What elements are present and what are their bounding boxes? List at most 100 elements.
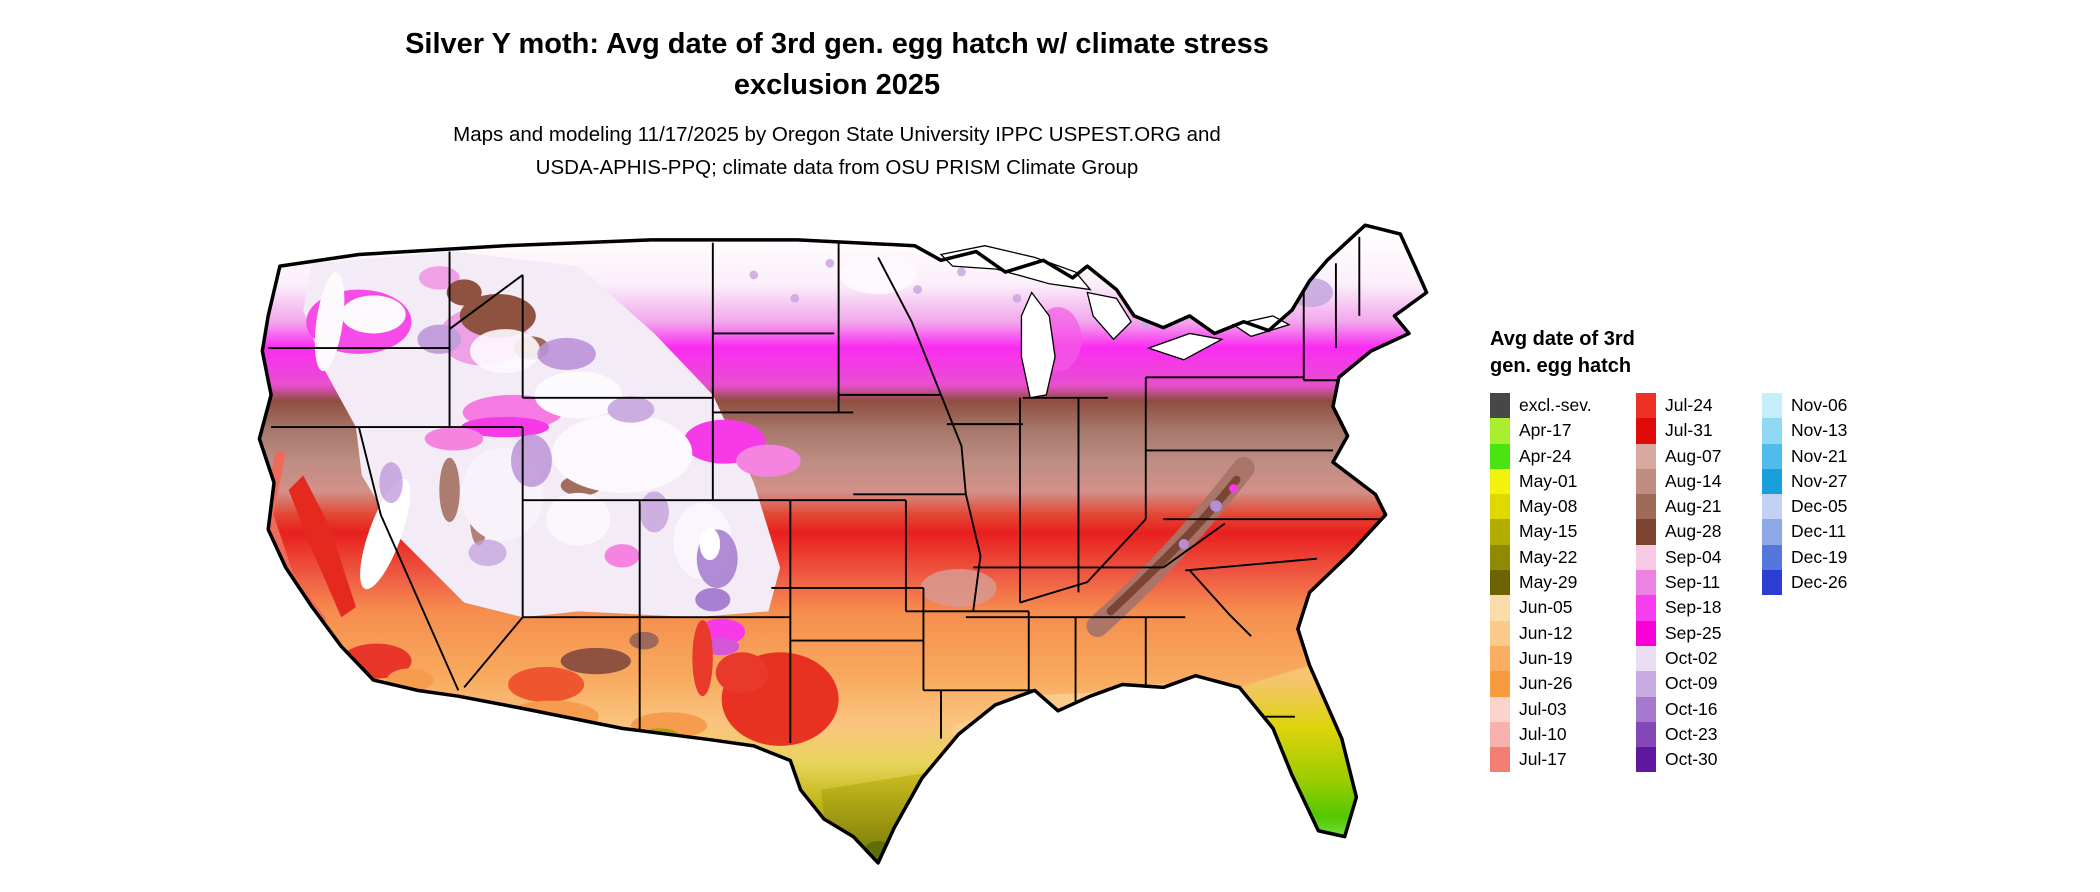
legend-label: Oct-23: [1665, 723, 1718, 744]
legend-swatch: [1490, 721, 1510, 748]
page-title: Silver Y moth: Avg date of 3rd gen. egg …: [180, 24, 1494, 106]
us-outline: [257, 223, 1429, 865]
legend-label: Nov-13: [1791, 420, 1848, 441]
legend-entry: Nov-13: [1762, 418, 1848, 444]
legend-columns: excl.-sev. Apr-17 Apr-24 May-01 May-08 May-15…: [1490, 393, 2050, 773]
legend-entry: Apr-24: [1490, 443, 1636, 469]
legend-label: May-08: [1519, 496, 1578, 517]
legend-swatch: [1490, 494, 1510, 520]
legend-swatch: [1490, 747, 1510, 773]
legend-entry: Jun-12: [1490, 620, 1636, 646]
legend-swatch: [1762, 494, 1782, 520]
legend-label: Sep-25: [1665, 622, 1722, 643]
legend-label: Jun-12: [1519, 622, 1573, 643]
legend-label: Nov-21: [1791, 445, 1848, 466]
legend-label: Jul-24: [1665, 395, 1713, 415]
legend-label: Oct-02: [1665, 647, 1718, 668]
legend-swatch: [1490, 468, 1510, 495]
legend-entry: Jul-31: [1636, 418, 1762, 444]
legend-label: Oct-30: [1665, 749, 1718, 770]
legend-label: May-01: [1519, 470, 1578, 491]
legend-entry: Dec-26: [1762, 570, 1848, 596]
legend-swatch: [1490, 620, 1510, 646]
legend-swatch: [1490, 418, 1510, 444]
legend-label: May-29: [1519, 572, 1578, 593]
legend-swatch: [1762, 519, 1782, 545]
legend-title-line-2: gen. egg hatch: [1490, 355, 1632, 377]
legend-entry: May-01: [1490, 468, 1636, 495]
legend-entry: May-22: [1490, 544, 1636, 571]
legend-label: Dec-05: [1791, 496, 1848, 517]
legend-swatch: [1490, 696, 1510, 722]
legend-swatch: [1636, 747, 1656, 773]
legend-entry: Nov-21: [1762, 443, 1848, 469]
legend-swatch: [1636, 671, 1656, 697]
legend-swatch: [1762, 418, 1782, 444]
legend-swatch: [1636, 519, 1656, 545]
page-subtitle: Maps and modeling 11/17/2025 by Oregon S…: [180, 118, 1494, 184]
legend-label: Sep-11: [1665, 572, 1721, 593]
legend-entry: Oct-09: [1636, 671, 1762, 697]
legend: Avg date of 3rd gen. egg hatch excl.-sev…: [1490, 326, 2050, 773]
legend-label: Sep-04: [1665, 546, 1722, 567]
legend-swatch: [1762, 393, 1782, 419]
legend-swatch: [1490, 519, 1510, 545]
legend-entry: Sep-25: [1636, 620, 1762, 646]
legend-label: Dec-19: [1791, 546, 1848, 567]
legend-label: Jun-05: [1519, 597, 1573, 618]
legend-swatch: [1636, 468, 1656, 495]
legend-entry: Oct-16: [1636, 696, 1762, 722]
legend-entry: May-08: [1490, 494, 1636, 520]
legend-label: May-15: [1519, 521, 1578, 542]
legend-title-line-1: Avg date of 3rd: [1490, 328, 1635, 350]
legend-swatch: [1636, 721, 1656, 748]
legend-label: May-22: [1519, 546, 1578, 567]
legend-entry: Jul-10: [1490, 721, 1636, 748]
legend-swatch: [1490, 393, 1510, 419]
legend-entry: Oct-30: [1636, 747, 1762, 773]
legend-label: Aug-14: [1665, 470, 1722, 491]
us-map-svg: [257, 223, 1429, 865]
legend-label: Apr-24: [1519, 445, 1572, 466]
legend-entry: Aug-07: [1636, 443, 1762, 469]
us-map: [236, 210, 1450, 884]
legend-swatch: [1636, 494, 1656, 520]
legend-swatch: [1636, 443, 1656, 469]
legend-entry: Nov-06: [1762, 393, 1847, 419]
legend-swatch: [1762, 443, 1782, 469]
legend-entry: Nov-27: [1762, 468, 1847, 495]
legend-swatch: [1636, 393, 1656, 419]
legend-swatch: [1490, 443, 1510, 469]
legend-label: Jul-17: [1519, 749, 1567, 770]
legend-label: Dec-26: [1791, 572, 1848, 593]
legend-label: Jun-19: [1519, 647, 1573, 668]
legend-swatch: [1636, 570, 1656, 596]
legend-swatch: [1762, 544, 1782, 571]
legend-entry: Jun-26: [1490, 671, 1636, 697]
legend-label: Aug-07: [1665, 445, 1722, 466]
legend-label: Apr-17: [1519, 420, 1572, 441]
legend-label: Jul-31: [1665, 420, 1713, 441]
legend-label: Jul-03: [1519, 698, 1567, 719]
legend-entry: Jul-03: [1490, 696, 1636, 722]
legend-swatch: [1490, 570, 1510, 596]
legend-label: Aug-21: [1665, 496, 1722, 517]
legend-entry: May-15: [1490, 519, 1636, 545]
legend-swatch: [1762, 468, 1782, 495]
legend-entry: Jul-24: [1636, 393, 1762, 419]
legend-entry: Aug-28: [1636, 519, 1762, 545]
legend-label: Oct-09: [1665, 673, 1718, 694]
legend-entry: Dec-11: [1762, 519, 1847, 545]
legend-swatch: [1490, 671, 1510, 697]
legend-entry: Jun-05: [1490, 595, 1636, 621]
legend-label: Jun-26: [1519, 673, 1573, 694]
legend-swatch: [1636, 645, 1656, 672]
title-line-2: exclusion 2025: [733, 69, 941, 101]
legend-column-1: excl.-sev. Apr-17 Apr-24 May-01 May-08 May-15…: [1490, 393, 1636, 773]
legend-label: Jul-10: [1519, 723, 1567, 744]
legend-entry: May-29: [1490, 570, 1636, 596]
subtitle-line-2: USDA-APHIS-PPQ; climate data from OSU PR…: [535, 156, 1139, 179]
legend-swatch: [1490, 595, 1510, 621]
legend-entry: Jul-17: [1490, 747, 1636, 773]
